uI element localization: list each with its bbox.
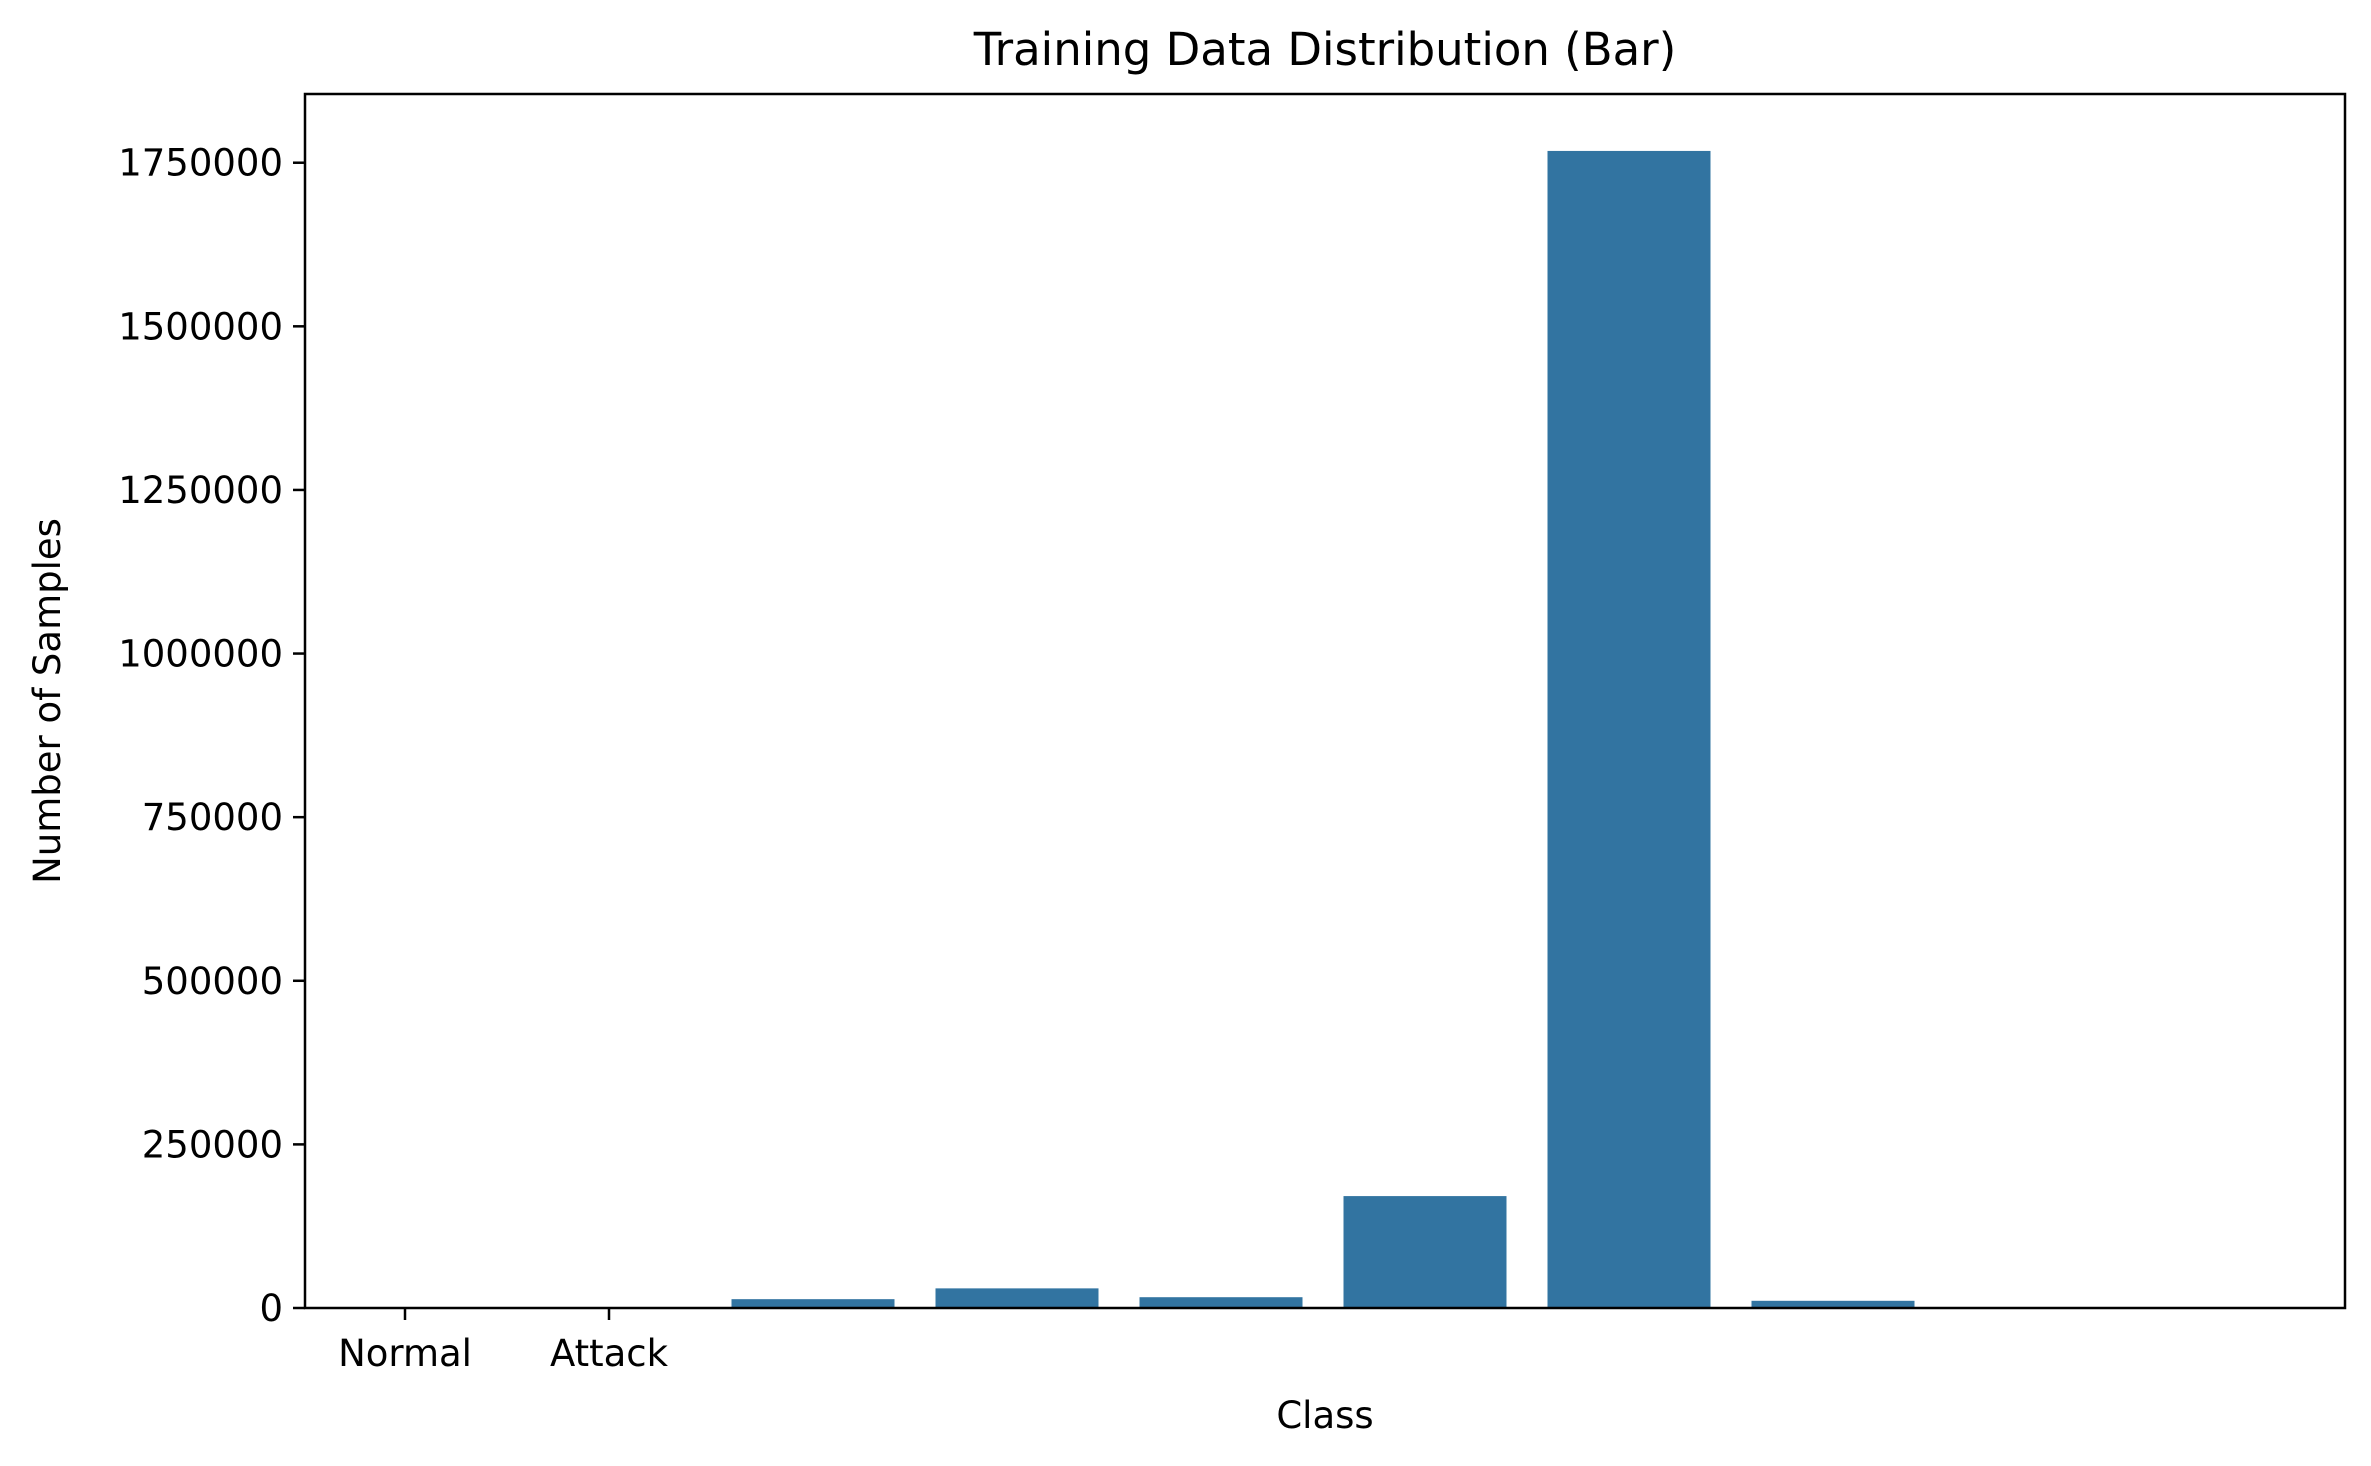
y-tick-label: 1000000 xyxy=(118,633,283,676)
bar xyxy=(1751,1300,1915,1308)
y-tick-label: 1250000 xyxy=(118,469,283,512)
y-tick-label: 1500000 xyxy=(118,305,283,348)
y-tick-label: 250000 xyxy=(142,1123,283,1166)
bar xyxy=(1343,1196,1507,1308)
x-axis-ticks: Normal Attack xyxy=(338,1308,669,1375)
y-tick-label: 1750000 xyxy=(118,142,283,185)
bar xyxy=(1139,1297,1303,1308)
x-tick-label: Normal xyxy=(338,1332,472,1375)
y-tick-label: 0 xyxy=(259,1287,283,1330)
x-tick-label: Attack xyxy=(550,1332,669,1375)
y-tick-label: 750000 xyxy=(142,796,283,839)
bar xyxy=(1547,150,1711,1309)
chart-title: Training Data Distribution (Bar) xyxy=(973,23,1677,76)
x-axis-label: Class xyxy=(1276,1394,1373,1437)
y-tick-label: 500000 xyxy=(142,960,283,1003)
plot-frame xyxy=(303,92,2347,1310)
bars-group xyxy=(731,150,1915,1309)
bar xyxy=(731,1299,895,1308)
y-axis-label: Number of Samples xyxy=(26,518,69,884)
bar xyxy=(935,1288,1099,1308)
y-axis-ticks: 0 250000 500000 750000 1000000 1250000 1500000… xyxy=(118,142,305,1330)
